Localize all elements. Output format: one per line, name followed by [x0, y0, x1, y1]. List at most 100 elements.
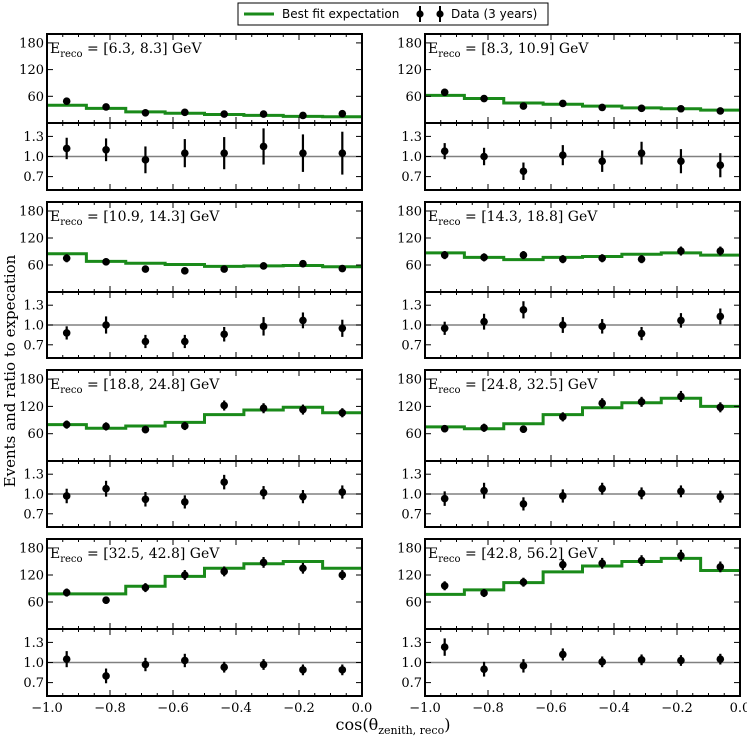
x-tick-label: −0.8 — [472, 701, 504, 716]
data-point — [637, 255, 646, 263]
events-y-tick-label: 120 — [397, 63, 422, 78]
ratio-point — [716, 655, 725, 663]
ratio-point — [716, 312, 725, 321]
data-point — [338, 408, 347, 417]
data-point — [480, 589, 488, 597]
energy-label-title-prefix: E — [428, 209, 438, 225]
ratio-y-tick-label: 1.3 — [23, 130, 44, 145]
events-y-tick-label: 180 — [397, 205, 422, 220]
ratio-point — [181, 656, 189, 665]
energy-bin-label: Ereco = [32.5, 42.8] GeV — [50, 546, 220, 565]
x-tick-label: −0.4 — [220, 701, 252, 716]
expectation-step-line — [47, 560, 362, 596]
legend: Best fit expectation Data (3 years) — [237, 2, 549, 26]
ratio-point — [480, 317, 488, 326]
events-y-tick-label: 180 — [19, 542, 44, 557]
ratio-point — [102, 321, 110, 329]
chart-panel: 60 120 180 0.7 1.0 1.3 Ereco = [42.8, 56.2] Ge… — [397, 538, 747, 716]
energy-bin-label: Ereco = [10.9, 14.3] GeV — [50, 209, 220, 228]
x-tick-label: 0.0 — [730, 701, 747, 716]
energy-label-title-sub: reco — [60, 217, 82, 228]
data-point — [677, 392, 685, 401]
data-point — [480, 423, 488, 432]
energy-label-title-prefix: E — [428, 41, 438, 57]
ratio-point — [141, 156, 150, 164]
energy-label-title-sub: reco — [60, 554, 82, 565]
ratio-point — [338, 666, 347, 674]
data-point — [259, 262, 268, 270]
data-point — [102, 422, 110, 431]
energy-label-title-range: = [18.8, 24.8] GeV — [83, 377, 221, 393]
ratio-point — [480, 152, 488, 161]
ratio-y-tick-label: 1.3 — [401, 468, 422, 483]
ratio-point — [220, 478, 228, 486]
events-y-tick-label: 180 — [397, 36, 422, 51]
events-y-tick-label: 180 — [397, 373, 422, 388]
energy-label-title-prefix: E — [428, 377, 438, 393]
data-point — [141, 108, 150, 117]
x-tick-label: −0.6 — [157, 701, 189, 716]
x-tick-label: −1.0 — [31, 701, 63, 716]
x-tick-label: −0.4 — [598, 701, 630, 716]
energy-label-title-prefix: E — [428, 546, 438, 562]
ratio-point — [519, 662, 528, 670]
ratio-point — [62, 329, 71, 337]
energy-label-title-sub: reco — [60, 385, 82, 396]
ratio-y-tick-label: 1.3 — [23, 299, 44, 314]
energy-bin-label: Ereco = [24.8, 32.5] GeV — [428, 377, 598, 396]
energy-bin-label: Ereco = [6.3, 8.3] GeV — [50, 41, 202, 60]
legend-fit-label: Best fit expectation — [282, 7, 399, 21]
ratio-point — [299, 316, 307, 325]
data-point — [338, 264, 347, 273]
data-point — [62, 588, 71, 597]
data-point — [637, 556, 646, 565]
ratio-point — [440, 494, 449, 503]
energy-label-title-range: = [10.9, 14.3] GeV — [83, 209, 221, 225]
energy-label-title-range: = [32.5, 42.8] GeV — [83, 546, 221, 562]
x-tick-label: −0.2 — [661, 701, 693, 716]
data-point — [559, 99, 567, 108]
energy-label-title-range: = [6.3, 8.3] GeV — [83, 41, 203, 57]
ratio-point — [637, 489, 646, 498]
ratio-y-tick-label: 1.0 — [401, 488, 422, 503]
data-point — [480, 94, 488, 103]
energy-label-title-prefix: E — [50, 209, 60, 225]
x-tick-label: −0.6 — [535, 701, 567, 716]
data-point — [220, 110, 228, 118]
data-point — [598, 559, 606, 568]
ratio-y-tick-label: 1.0 — [23, 150, 44, 165]
energy-bin-label: Ereco = [8.3, 10.9] GeV — [428, 41, 589, 60]
data-point — [181, 571, 189, 579]
x-tick-label: −0.2 — [283, 701, 315, 716]
ratio-point — [440, 643, 449, 651]
y-axis-label: Events and ratio to expecation — [1, 254, 19, 487]
ratio-y-tick-label: 0.7 — [23, 170, 44, 185]
ratio-point — [716, 161, 725, 170]
data-point — [181, 108, 189, 117]
events-y-tick-label: 180 — [397, 542, 422, 557]
events-y-tick-label: 180 — [19, 205, 44, 220]
expectation-step-line — [47, 103, 362, 119]
energy-label-title-sub: reco — [438, 217, 460, 228]
energy-label-title-prefix: E — [50, 546, 60, 562]
ratio-point — [637, 656, 646, 664]
ratio-point — [62, 144, 71, 153]
data-point — [637, 104, 646, 113]
legend-box — [237, 2, 549, 26]
ratio-point — [677, 157, 685, 165]
data-point — [637, 398, 646, 406]
data-point — [220, 567, 228, 576]
data-point — [259, 404, 268, 413]
data-point — [440, 251, 449, 259]
expectation-step-line — [425, 396, 740, 431]
data-point — [559, 560, 567, 569]
data-point — [181, 267, 189, 275]
ratio-point — [102, 484, 110, 493]
ratio-point — [141, 495, 150, 504]
events-y-tick-label: 120 — [19, 400, 44, 415]
ratio-point — [299, 666, 307, 674]
events-y-tick-label: 120 — [19, 569, 44, 584]
ratio-y-tick-label: 0.7 — [401, 507, 422, 522]
ratio-point — [480, 486, 488, 495]
